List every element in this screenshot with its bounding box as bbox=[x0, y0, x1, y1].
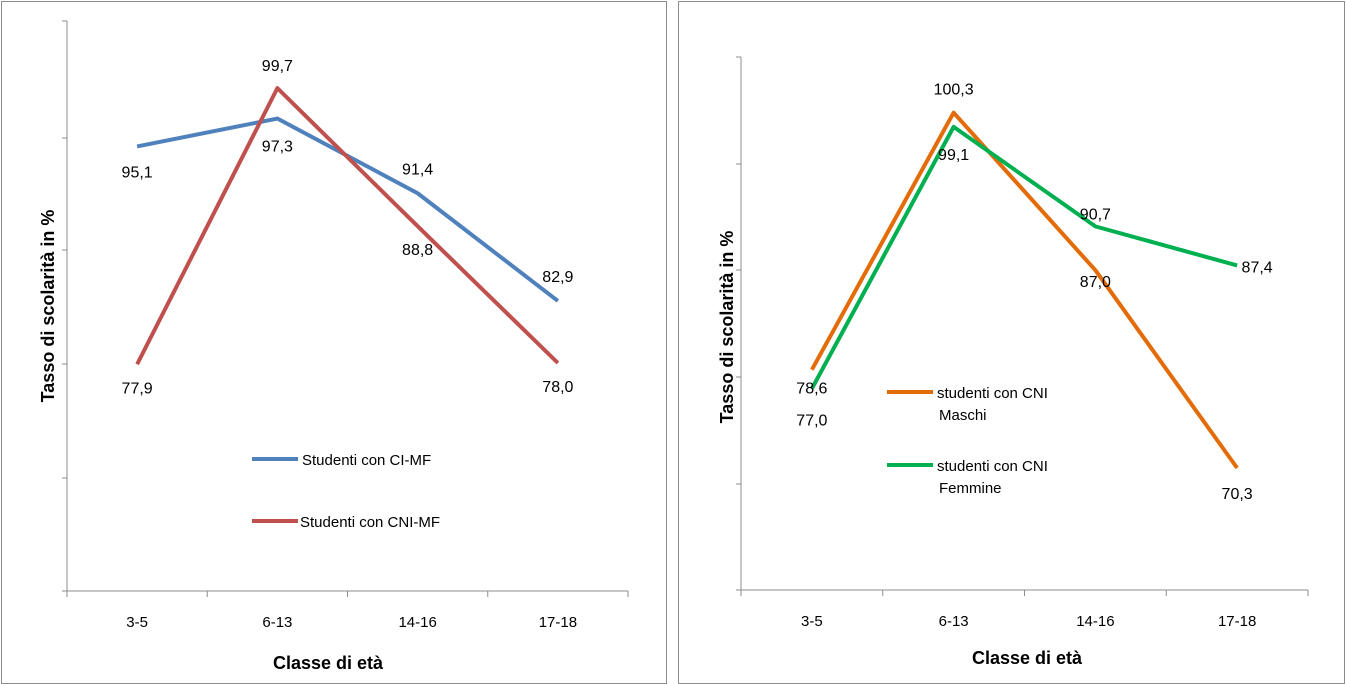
chart-right-frame bbox=[678, 1, 1345, 684]
data-label: 90,7 bbox=[1080, 206, 1111, 223]
data-label: 77,9 bbox=[122, 380, 153, 397]
legend-label-ci-mf: Studenti con CI-MF bbox=[302, 452, 431, 469]
x-tick-label: 3-5 bbox=[126, 614, 148, 631]
series-line-1 bbox=[810, 110, 1239, 470]
x-tick-label: 17-18 bbox=[539, 614, 577, 631]
data-label: 70,3 bbox=[1222, 486, 1253, 503]
data-label: 78,0 bbox=[542, 379, 573, 396]
series-line-2 bbox=[135, 86, 560, 366]
chart-left-ylabel: Tasso di scolarità in % bbox=[38, 210, 58, 403]
chart-right-xlabel: Classe di età bbox=[972, 648, 1083, 668]
legend-label-cni-mf: Studenti con CNI-MF bbox=[300, 514, 440, 531]
data-label: 87,4 bbox=[1242, 259, 1273, 276]
data-label: 78,6 bbox=[796, 381, 827, 398]
chart-1-plot: 3-5 6-13 14-16 17-18 95,1 97,3 91,4 82,9 77,9 99,… bbox=[62, 20, 629, 631]
data-label: 95,1 bbox=[122, 164, 153, 181]
data-label: 97,3 bbox=[262, 139, 293, 156]
data-label: 87,0 bbox=[1080, 274, 1111, 291]
legend-label-cni-femmine-line1: studenti con CNI bbox=[937, 458, 1048, 475]
chart-plots: 3-5 6-13 14-16 17-18 95,1 97,3 91,4 82,9 77,9 99,… bbox=[62, 20, 1309, 631]
data-label: 100,3 bbox=[934, 82, 974, 99]
chart-right-ylabel: Tasso di scolarità in % bbox=[717, 231, 737, 424]
x-tick-label: 14-16 bbox=[398, 614, 436, 631]
data-label: 91,4 bbox=[402, 161, 433, 178]
chart-left-xlabel: Classe di età bbox=[273, 653, 384, 673]
x-tick-label: 6-13 bbox=[939, 613, 969, 630]
x-tick-label: 17-18 bbox=[1218, 613, 1256, 630]
series-line-1 bbox=[136, 116, 560, 303]
x-tick-label: 3-5 bbox=[801, 613, 823, 630]
data-label: 99,7 bbox=[262, 58, 293, 75]
chart-2-plot: 3-5 6-13 14-16 17-18 78,6 100,3 87,0 70,3 77,0 99… bbox=[736, 56, 1309, 630]
chart-left-frame bbox=[1, 1, 667, 684]
legend-label-cni-maschi-line1: studenti con CNI bbox=[937, 385, 1048, 402]
chart-left-legend: Studenti con CI-MF Studenti con CNI-MF bbox=[252, 452, 440, 531]
x-tick-label: 6-13 bbox=[262, 614, 292, 631]
data-label: 99,1 bbox=[938, 147, 969, 164]
data-label: 88,8 bbox=[402, 242, 433, 259]
legend-label-cni-maschi-line2: Maschi bbox=[939, 407, 987, 424]
legend-label-cni-femmine-line2: Femmine bbox=[939, 480, 1002, 497]
data-label: 77,0 bbox=[796, 413, 827, 430]
series-line-2 bbox=[810, 124, 1238, 390]
x-tick-label: 14-16 bbox=[1076, 613, 1114, 630]
data-label: 82,9 bbox=[542, 269, 573, 286]
chart-right-legend: studenti con CNI Maschi studenti con CNI… bbox=[887, 385, 1048, 497]
